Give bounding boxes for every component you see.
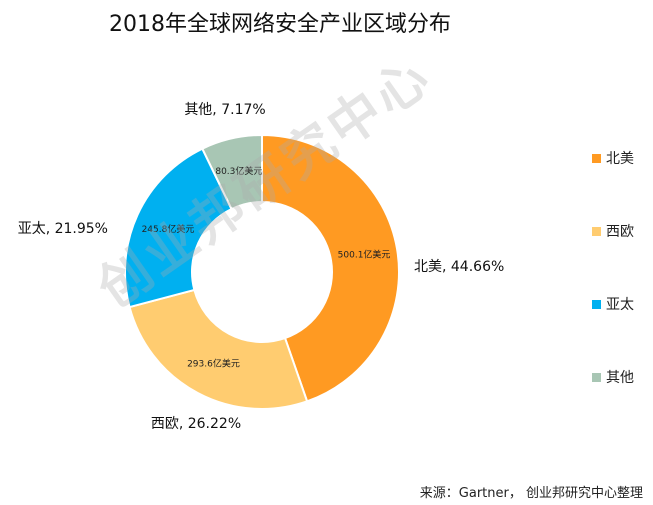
legend-item-western-europe: 西欧	[592, 221, 634, 241]
value-label-other: 80.3亿美元	[215, 165, 262, 177]
chart-title: 2018年全球网络安全产业区域分布	[109, 12, 451, 37]
legend-item-north-america: 北美	[592, 148, 634, 168]
legend-label-north-america: 北美	[606, 151, 634, 167]
percent-label-other: 其他, 7.17%	[184, 102, 265, 118]
legend-swatch-north-america	[592, 153, 601, 163]
legend-swatch-western-europe	[592, 226, 601, 236]
percent-label-north-america: 北美, 44.66%	[414, 259, 504, 275]
legend-item-asia-pacific: 亚太	[592, 294, 634, 314]
legend-swatch-other	[592, 372, 601, 382]
percent-label-western-europe: 西欧, 26.22%	[151, 416, 241, 432]
slice-other	[201, 133, 263, 211]
legend-label-western-europe: 西欧	[606, 224, 634, 240]
legend-label-asia-pacific: 亚太	[606, 297, 634, 313]
value-label-western-europe: 293.6亿美元	[187, 357, 240, 369]
slice-western-europe	[128, 288, 309, 410]
legend-swatch-asia-pacific	[592, 299, 601, 309]
slice-asia-pacific	[124, 147, 233, 309]
legend-item-other: 其他	[592, 367, 634, 387]
value-label-north-america: 500.1亿美元	[338, 249, 391, 261]
percent-label-asia-pacific: 亚太, 21.95%	[18, 221, 108, 237]
legend-label-other: 其他	[606, 370, 634, 386]
source-note: 来源：Gartner， 创业邦研究中心整理	[419, 486, 643, 501]
slice-north-america	[261, 133, 400, 403]
value-label-asia-pacific: 245.8亿美元	[142, 223, 195, 235]
